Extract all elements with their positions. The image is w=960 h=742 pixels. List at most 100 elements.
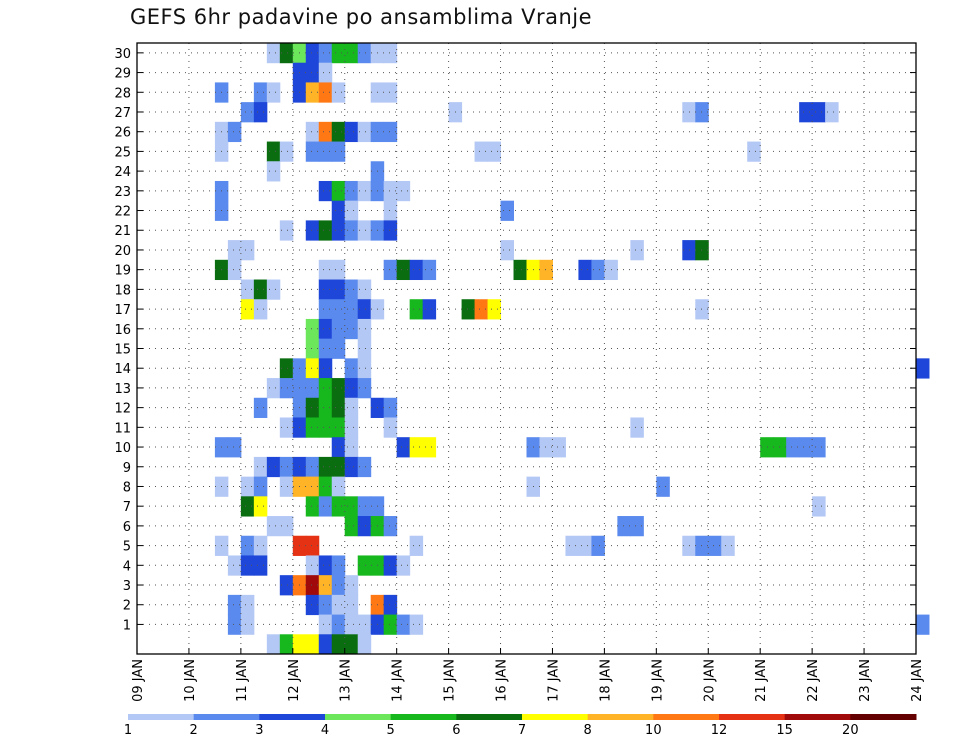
heatmap-cell	[383, 180, 398, 202]
heatmap-cell	[331, 575, 346, 596]
heatmap-cell	[344, 437, 359, 458]
colorbar-label: 6	[452, 723, 460, 738]
heatmap-cell	[331, 200, 346, 221]
x-tick-label: 17 JAN	[546, 659, 561, 702]
heatmap-cell	[357, 358, 372, 379]
heatmap-cell	[383, 594, 398, 616]
heatmap-cell	[487, 299, 502, 320]
x-tick-label: 24 JAN	[910, 659, 925, 702]
heatmap-cell	[318, 121, 333, 143]
colorbar-swatch	[193, 714, 260, 720]
heatmap-cell	[422, 259, 437, 281]
heatmap-cell	[344, 358, 359, 379]
heatmap-cell	[630, 516, 644, 537]
heatmap-cell	[253, 456, 268, 478]
heatmap-cell	[344, 614, 359, 635]
heatmap-cell	[357, 456, 372, 478]
heatmap-cell	[331, 259, 346, 281]
colorbar-label: 7	[518, 723, 526, 738]
y-tick-label: 11	[114, 421, 131, 436]
heatmap-cell	[318, 259, 333, 281]
heatmap-cell	[318, 594, 333, 616]
y-tick-label: 1	[123, 618, 131, 633]
heatmap-cell	[279, 220, 294, 241]
heatmap-cell	[266, 279, 281, 300]
heatmap-cell	[344, 43, 359, 64]
heatmap-cell	[383, 220, 398, 241]
heatmap-cell	[318, 417, 333, 438]
heatmap-cell	[578, 535, 592, 556]
heatmap-cell	[253, 496, 268, 517]
y-tick-label: 2	[123, 599, 131, 614]
heatmap-cell	[266, 516, 281, 537]
heatmap-cell	[565, 535, 579, 556]
heatmap-cell	[305, 397, 320, 418]
heatmap-cell	[305, 141, 320, 162]
heatmap-cell	[383, 200, 398, 221]
heatmap-cell	[318, 82, 333, 103]
heatmap-cell	[474, 141, 489, 162]
heatmap-cell	[396, 180, 411, 202]
y-tick-label: 29	[114, 67, 131, 82]
heatmap-cell	[383, 555, 398, 576]
heatmap-cell	[331, 378, 346, 399]
y-tick-label: 30	[114, 47, 131, 62]
x-tick-label: 23 JAN	[858, 659, 873, 702]
heatmap-cell	[305, 62, 320, 83]
heatmap-cell	[357, 180, 372, 202]
heatmap-cell	[331, 496, 346, 517]
heatmap-cell	[357, 555, 372, 576]
heatmap-cell	[318, 62, 333, 83]
heatmap-cell	[409, 299, 424, 320]
heatmap-cell	[227, 555, 242, 576]
heatmap-cell	[279, 634, 294, 655]
heatmap-cell	[253, 82, 268, 103]
colorbar-swatch	[784, 714, 851, 720]
heatmap-cell	[357, 318, 372, 340]
heatmap-cell	[344, 456, 359, 478]
heatmap-cell	[344, 121, 359, 143]
heatmap-cell	[279, 358, 294, 379]
heatmap-cell	[305, 318, 320, 340]
heatmap-cell	[461, 299, 476, 320]
heatmap-cell	[825, 102, 839, 123]
heatmap-cell	[279, 476, 294, 497]
y-tick-label: 15	[114, 343, 131, 358]
heatmap-cell	[305, 121, 320, 143]
heatmap-cell	[344, 200, 359, 221]
heatmap-cell	[305, 456, 320, 478]
heatmap-cell	[708, 535, 722, 556]
heatmap-cell	[617, 516, 631, 537]
heatmap-cell	[253, 279, 268, 300]
heatmap-cell	[539, 437, 553, 458]
heatmap-cell	[344, 417, 359, 438]
heatmap-cell	[331, 299, 346, 320]
heatmap-cell	[344, 496, 359, 517]
heatmap-cell	[331, 180, 346, 202]
colorbar-label: 5	[387, 723, 395, 738]
y-tick-label: 27	[114, 106, 131, 121]
y-tick-label: 26	[114, 126, 131, 141]
heatmap-cell	[357, 516, 372, 537]
heatmap-cell	[331, 397, 346, 418]
y-tick-label: 3	[123, 579, 131, 594]
heatmap-cell	[344, 180, 359, 202]
y-tick-label: 21	[114, 224, 131, 239]
heatmap-cell	[409, 535, 424, 556]
heatmap-cell	[344, 634, 359, 655]
heatmap-cell	[227, 594, 242, 616]
heatmap-cell	[331, 594, 346, 616]
heatmap-cell	[487, 141, 502, 162]
heatmap-cell	[344, 516, 359, 537]
heatmap-cell	[331, 456, 346, 478]
y-tick-label: 24	[114, 165, 131, 180]
heatmap-cell	[812, 496, 826, 517]
heatmap-cell	[266, 634, 281, 655]
heatmap-cell	[695, 535, 709, 556]
y-tick-label: 19	[114, 264, 131, 279]
y-tick-label: 5	[123, 540, 131, 555]
y-tick-label: 18	[114, 283, 131, 298]
heatmap-cell	[240, 102, 255, 123]
heatmap-cell	[318, 318, 333, 340]
heatmap-cell	[305, 220, 320, 241]
